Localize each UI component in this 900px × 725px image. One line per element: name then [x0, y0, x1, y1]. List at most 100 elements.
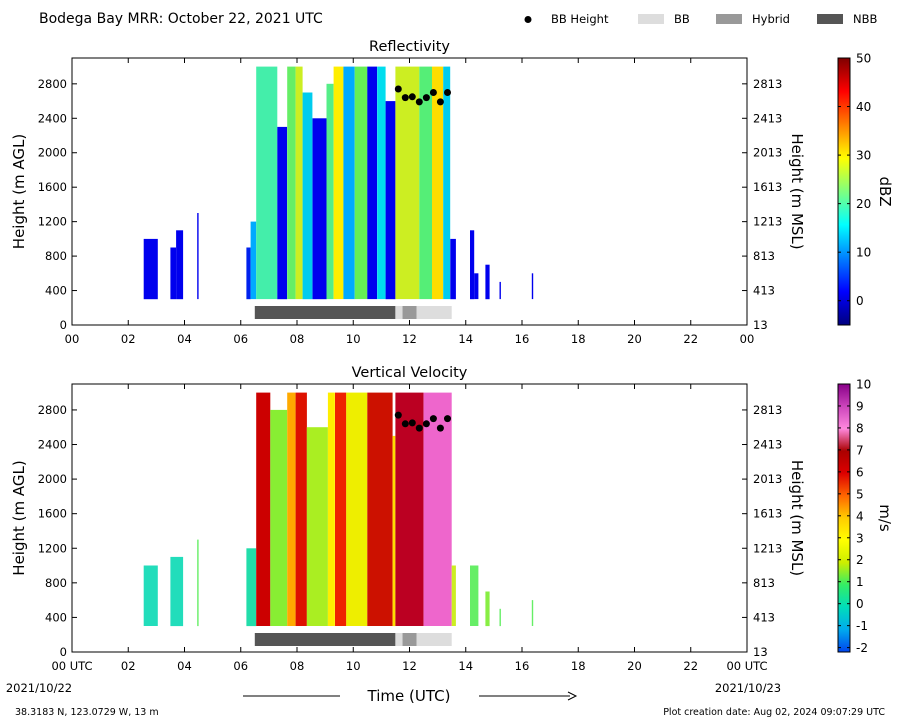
echo-column: [256, 392, 271, 626]
bb-category-segment: [254, 633, 396, 646]
echo-column: [392, 435, 396, 627]
y-tick-label: 400: [45, 610, 67, 624]
echo-column: [197, 213, 199, 300]
colorbar: [837, 57, 851, 326]
x-tick-label: 10: [346, 659, 361, 673]
x-tick-label: 10: [346, 332, 361, 346]
bb-height-point: [422, 94, 430, 102]
bb-height-point: [408, 419, 416, 427]
y-right-tick-label: 1613: [753, 507, 782, 521]
bb-height-point: [429, 89, 437, 96]
y-tick-label: 800: [45, 249, 67, 263]
y-tick-label: 2800: [38, 77, 67, 91]
x-tick-label: 22: [683, 659, 698, 673]
colorbar-tick-label: 0: [856, 294, 864, 308]
colorbar-tick-label: 1: [856, 575, 864, 589]
bb-category-segment: [254, 306, 396, 319]
echo-column: [531, 600, 534, 626]
x-tick-label: 06: [233, 332, 248, 346]
echo-column: [470, 230, 475, 300]
colorbar-tick-label: 30: [856, 149, 871, 163]
echo-column: [143, 238, 158, 300]
y-right-tick-label: 2413: [753, 111, 782, 125]
bb-category-segment: [416, 633, 452, 646]
x-tick-label: 00: [65, 332, 80, 346]
echo-column: [246, 548, 257, 627]
colorbar-tick-label: 0: [856, 597, 864, 611]
x-axis-label: Time (UTC): [367, 687, 451, 705]
station-coordinates: 38.3183 N, 123.0729 W, 13 m: [15, 707, 159, 718]
legend: BB Height BB Hybrid NBB: [524, 12, 877, 26]
x-tick-label: 04: [177, 659, 192, 673]
bb-height-point: [394, 411, 402, 419]
bb-height-point: [444, 89, 451, 96]
colorbar-tick-label: 10: [856, 378, 871, 392]
y-right-tick-label: 1613: [753, 180, 782, 194]
time-arrow-head-icon: [567, 691, 578, 701]
colorbar-tick-label: 2: [856, 553, 864, 567]
echo-column: [250, 221, 257, 300]
x-tick-label: 08: [290, 332, 305, 346]
echo-column: [346, 392, 368, 626]
echo-column: [485, 264, 490, 300]
echo-column: [302, 92, 313, 300]
colorbar-tick-label: 40: [856, 100, 871, 114]
echo-column: [443, 66, 451, 300]
echo-column: [451, 565, 456, 626]
colorbar-label: dBZ: [876, 176, 894, 206]
echo-column: [474, 273, 479, 300]
echo-column: [143, 565, 158, 626]
x-tick-label: 12: [402, 332, 417, 346]
echo-column: [270, 409, 288, 626]
y-axis-label: Height (m AGL): [10, 460, 28, 575]
colorbar-tick-label: -1: [856, 619, 868, 633]
echo-column: [197, 539, 199, 627]
y-right-tick-label: 413: [753, 284, 775, 298]
echo-column: [432, 66, 444, 300]
echo-column: [499, 608, 501, 627]
echo-column: [419, 66, 432, 300]
echo-column: [485, 591, 490, 627]
y-right-tick-label: 2813: [753, 77, 782, 91]
echo-column: [499, 281, 501, 300]
x-tick-label: 06: [233, 659, 248, 673]
y-right-tick-label: 813: [753, 249, 775, 263]
echo-column: [176, 230, 184, 300]
colorbar: [837, 383, 851, 653]
y-tick-label: 2800: [38, 403, 67, 417]
x-tick-label: 00: [740, 332, 755, 346]
y-right-tick-label: 13: [753, 645, 768, 659]
echo-column: [287, 66, 296, 300]
echo-column: [377, 66, 386, 300]
y-right-tick-label: 2413: [753, 438, 782, 452]
legend-label: NBB: [853, 12, 877, 26]
bb-height-point: [401, 420, 409, 428]
bb-height-point: [394, 85, 402, 93]
bb-height-point: [415, 424, 423, 432]
echo-column: [326, 83, 334, 300]
y-right-tick-label: 2013: [753, 472, 782, 486]
bb-category-segment: [402, 306, 417, 319]
bb-category-segment: [416, 306, 452, 319]
colorbar-label: m/s: [876, 504, 894, 532]
y-tick-label: 1200: [38, 215, 67, 229]
y-tick-label: 1200: [38, 541, 67, 555]
y-tick-label: 2000: [38, 146, 67, 160]
bb-height-point: [436, 98, 444, 106]
echo-column: [295, 66, 303, 300]
echo-column: [423, 392, 452, 626]
legend-swatch-nbb: [817, 14, 843, 24]
echo-column: [354, 66, 368, 300]
echo-column: [295, 392, 307, 626]
x-tick-label: 00 UTC: [726, 659, 767, 673]
y-right-tick-label: 813: [753, 576, 775, 590]
x-tick-label: 18: [571, 332, 586, 346]
y-right-tick-label: 1213: [753, 215, 782, 229]
bb-height-point: [422, 420, 430, 428]
x-tick-label: 14: [458, 659, 473, 673]
echo-column: [306, 427, 328, 626]
x-tick-label: 16: [515, 332, 530, 346]
